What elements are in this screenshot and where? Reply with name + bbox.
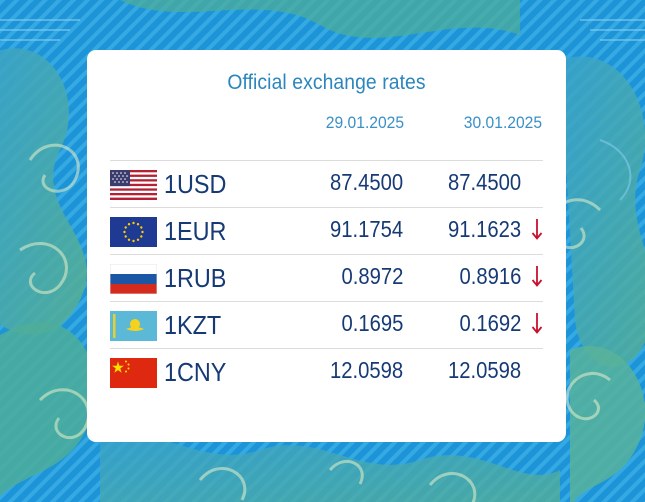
rate-value-29: 12.0598	[329, 357, 403, 383]
rate-row-cny: 1CNY 12.0598 12.0598	[110, 348, 543, 396]
rate-row-eur: 1EUR 91.1754 91.1623	[110, 207, 543, 255]
eu-flag-icon	[110, 217, 157, 247]
rate-value-29: 0.1695	[341, 310, 403, 336]
rate-value-29: 87.4500	[329, 169, 403, 195]
date-column-header-2: 30.01.2025	[463, 113, 542, 132]
ru-flag-icon	[110, 264, 157, 294]
rate-value-30: 87.4500	[447, 169, 521, 195]
rate-row-kzt: 1KZT 0.1695 0.1692	[110, 301, 543, 349]
rate-value-29: 91.1754	[329, 216, 403, 242]
currency-code: 1KZT	[164, 310, 222, 340]
rate-row-rub: 1RUB 0.8972 0.8916	[110, 254, 543, 302]
card-title: Official exchange rates	[227, 71, 426, 94]
rate-value-29: 0.8972	[341, 263, 403, 289]
down-arrow-icon	[531, 266, 543, 287]
cn-flag-icon	[110, 358, 157, 388]
down-arrow-icon	[531, 313, 543, 334]
date-column-header-1: 29.01.2025	[325, 113, 404, 132]
currency-code: 1USD	[164, 169, 227, 199]
currency-code: 1RUB	[164, 263, 227, 293]
rate-value-30: 12.0598	[447, 357, 521, 383]
us-flag-icon	[110, 170, 157, 200]
exchange-rates-card: Official exchange rates 29.01.2025 30.01…	[87, 50, 566, 442]
currency-code: 1EUR	[164, 216, 227, 246]
rate-row-usd: 1USD 87.4500 87.4500	[110, 160, 543, 208]
rate-value-30: 0.8916	[459, 263, 521, 289]
kz-flag-icon	[110, 311, 157, 341]
rate-value-30: 91.1623	[447, 216, 521, 242]
currency-code: 1CNY	[164, 357, 227, 387]
rate-value-30: 0.1692	[459, 310, 521, 336]
down-arrow-icon	[531, 219, 543, 240]
